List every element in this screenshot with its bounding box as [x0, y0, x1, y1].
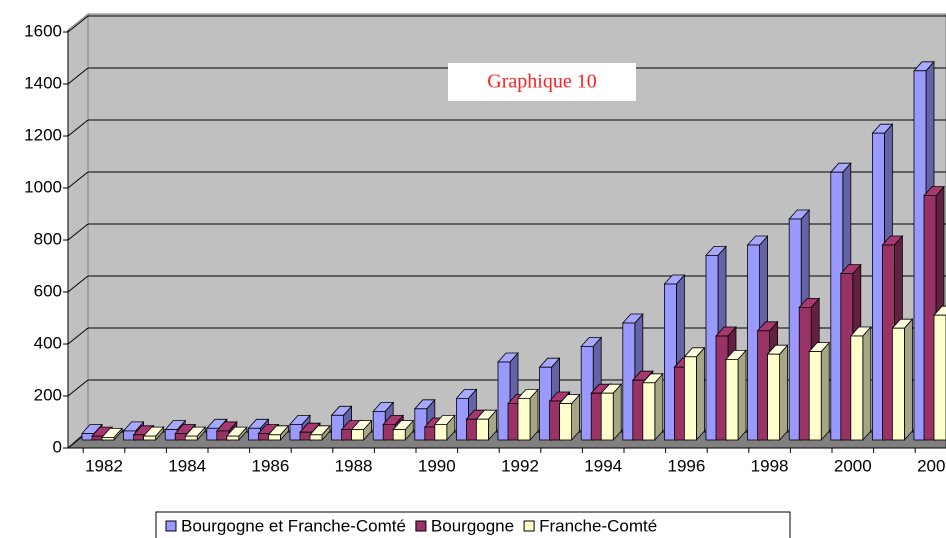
- y-tick-label: 1200: [24, 125, 62, 144]
- legend-label: Bourgogne: [431, 516, 514, 535]
- bar: [517, 388, 539, 442]
- bar-front: [933, 314, 946, 441]
- bar-front: [309, 434, 323, 441]
- y-tick-label: 0: [53, 437, 62, 456]
- bar-front: [475, 418, 489, 441]
- grid-line: [67, 15, 89, 33]
- bar: [142, 426, 165, 442]
- bar: [392, 419, 415, 442]
- bar: [225, 426, 248, 442]
- bar-side: [904, 318, 913, 442]
- bar: [891, 318, 914, 442]
- bar-front: [892, 327, 905, 441]
- y-tick-label: 1400: [24, 73, 62, 92]
- bar-front: [767, 353, 780, 441]
- legend-swatch: [523, 520, 535, 532]
- bar: [808, 341, 831, 442]
- bar-side: [654, 372, 664, 442]
- bar-front: [351, 429, 365, 441]
- bar-front: [392, 429, 406, 441]
- x-tick-label: 1992: [501, 456, 539, 475]
- bar-front: [101, 436, 115, 441]
- grid-line: [67, 67, 89, 85]
- chart-title: Graphique 10: [487, 71, 596, 93]
- bar: [309, 424, 331, 442]
- x-tick-label: 2000: [834, 456, 872, 475]
- y-tick-label: 1600: [24, 21, 62, 40]
- legend-box: [155, 511, 791, 538]
- bar: [766, 344, 789, 442]
- y-tick-label: 200: [34, 385, 62, 404]
- bar-side: [612, 383, 622, 442]
- bar: [101, 427, 123, 442]
- x-tick-label: 1990: [418, 456, 456, 475]
- bar: [725, 349, 747, 442]
- legend-swatch: [415, 520, 427, 532]
- bar-front: [267, 434, 281, 441]
- bar-side: [696, 346, 705, 442]
- bar-front: [517, 397, 531, 441]
- bar-side: [779, 344, 788, 442]
- grid-line: [67, 379, 89, 397]
- bar: [683, 346, 706, 442]
- bar-side: [862, 325, 872, 442]
- bar: [475, 409, 498, 442]
- x-tick-label: 1986: [251, 456, 289, 475]
- bar-front: [642, 382, 656, 441]
- grid-line: [67, 327, 89, 345]
- bar: [641, 372, 664, 442]
- legend-label: Bourgogne et Franche-Comté: [181, 516, 406, 535]
- legend-label: Franche-Comté: [539, 516, 657, 535]
- y-tick-label: 800: [34, 229, 62, 248]
- x-tick-label: 1996: [667, 456, 705, 475]
- bar-front: [684, 356, 697, 441]
- title-box: [448, 63, 636, 101]
- y-tick-label: 1000: [24, 177, 62, 196]
- bar-front: [184, 435, 198, 441]
- grid-line: [67, 119, 89, 137]
- bar-front: [725, 358, 739, 441]
- bar: [849, 325, 872, 442]
- grid-line: [67, 171, 89, 189]
- bar-front: [226, 435, 240, 441]
- x-tick-label: 1994: [584, 456, 622, 475]
- y-tick-label: 600: [34, 281, 62, 300]
- grid-line: [67, 275, 89, 293]
- legend-swatch: [165, 520, 177, 532]
- bar-side: [820, 341, 830, 442]
- bar-front: [808, 351, 822, 441]
- bar: [184, 426, 207, 442]
- bar: [558, 393, 581, 442]
- bar-side: [737, 349, 747, 442]
- x-tick-label: 1988: [335, 456, 373, 475]
- bar: [267, 424, 290, 442]
- x-tick-label: 1982: [85, 456, 123, 475]
- bar-front: [850, 335, 864, 441]
- bar-front: [559, 403, 572, 441]
- bar-front: [143, 435, 157, 441]
- x-tick-label: 1984: [168, 456, 206, 475]
- bar: [600, 383, 623, 442]
- bar-front: [600, 392, 614, 441]
- x-tick-label: 1998: [751, 456, 789, 475]
- bar: [350, 419, 373, 442]
- grid-line: [67, 223, 89, 241]
- bar-front: [664, 283, 677, 441]
- bar: [433, 414, 456, 442]
- y-tick-label: 400: [34, 333, 62, 352]
- bar: [933, 305, 946, 442]
- bar-front: [434, 423, 448, 441]
- x-tick-label: 2002: [917, 456, 946, 475]
